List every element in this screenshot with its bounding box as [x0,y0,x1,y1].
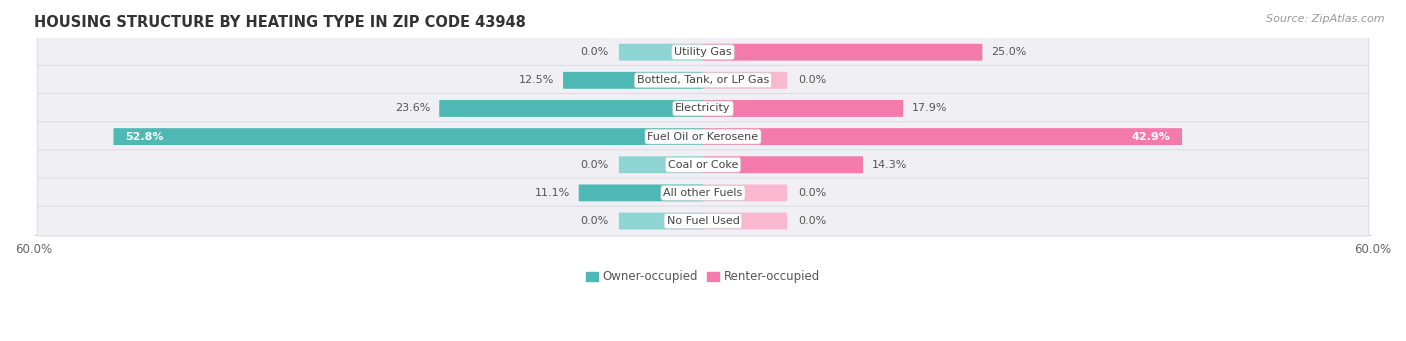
FancyBboxPatch shape [439,100,703,117]
FancyBboxPatch shape [38,150,1368,180]
Text: 12.5%: 12.5% [519,75,554,85]
FancyBboxPatch shape [703,212,787,229]
FancyBboxPatch shape [562,72,703,89]
Text: Source: ZipAtlas.com: Source: ZipAtlas.com [1267,14,1385,24]
FancyBboxPatch shape [703,128,1182,145]
Text: 0.0%: 0.0% [797,75,827,85]
FancyBboxPatch shape [579,184,703,201]
Text: 0.0%: 0.0% [579,216,609,226]
Text: 42.9%: 42.9% [1132,132,1170,142]
FancyBboxPatch shape [703,100,903,117]
Text: 25.0%: 25.0% [991,47,1026,57]
FancyBboxPatch shape [38,206,1368,236]
Text: 0.0%: 0.0% [579,47,609,57]
Text: 11.1%: 11.1% [534,188,571,198]
Text: Fuel Oil or Kerosene: Fuel Oil or Kerosene [647,132,759,142]
FancyBboxPatch shape [703,72,787,89]
FancyBboxPatch shape [619,156,703,173]
FancyBboxPatch shape [38,122,1368,151]
FancyBboxPatch shape [619,212,703,229]
Text: All other Fuels: All other Fuels [664,188,742,198]
FancyBboxPatch shape [703,184,787,201]
Text: 0.0%: 0.0% [797,188,827,198]
FancyBboxPatch shape [38,93,1368,123]
Text: 0.0%: 0.0% [797,216,827,226]
Text: 23.6%: 23.6% [395,103,430,114]
Text: Bottled, Tank, or LP Gas: Bottled, Tank, or LP Gas [637,75,769,85]
FancyBboxPatch shape [38,65,1368,95]
FancyBboxPatch shape [38,37,1368,67]
Text: Electricity: Electricity [675,103,731,114]
Text: 52.8%: 52.8% [125,132,163,142]
Text: Utility Gas: Utility Gas [675,47,731,57]
FancyBboxPatch shape [114,128,703,145]
Text: Coal or Coke: Coal or Coke [668,160,738,170]
Legend: Owner-occupied, Renter-occupied: Owner-occupied, Renter-occupied [581,266,825,288]
FancyBboxPatch shape [703,44,983,61]
FancyBboxPatch shape [619,44,703,61]
Text: 14.3%: 14.3% [872,160,907,170]
Text: 0.0%: 0.0% [579,160,609,170]
Text: No Fuel Used: No Fuel Used [666,216,740,226]
Text: 17.9%: 17.9% [911,103,948,114]
Text: HOUSING STRUCTURE BY HEATING TYPE IN ZIP CODE 43948: HOUSING STRUCTURE BY HEATING TYPE IN ZIP… [34,15,526,30]
FancyBboxPatch shape [38,178,1368,208]
FancyBboxPatch shape [703,156,863,173]
